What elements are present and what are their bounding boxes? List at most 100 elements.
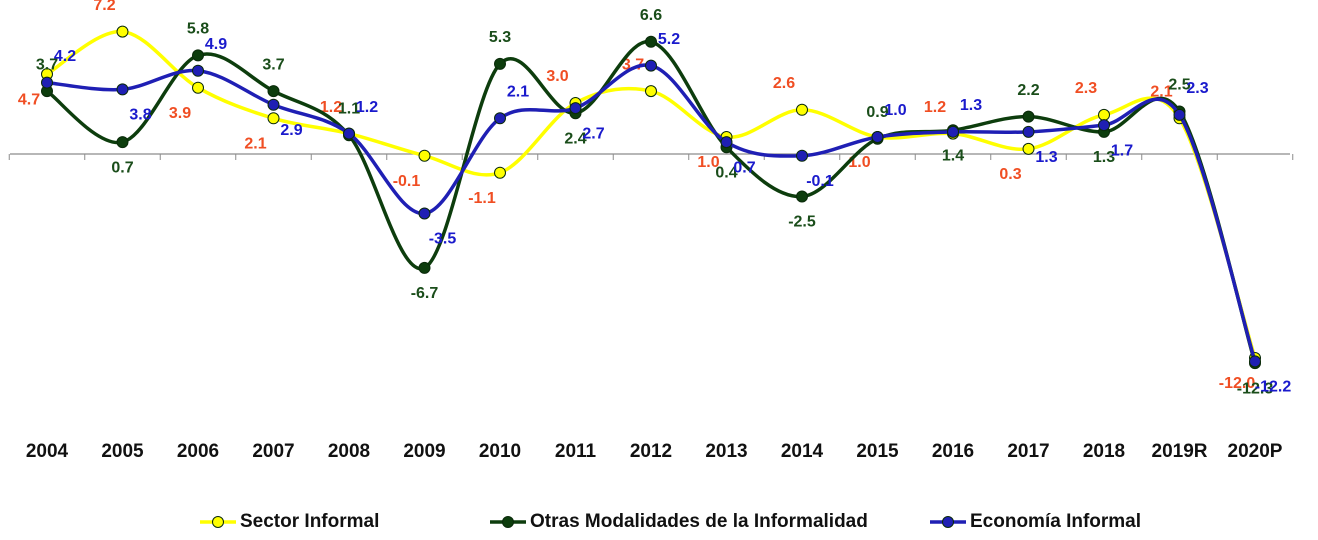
data-label: 3.0 <box>546 68 568 85</box>
data-label: 1.3 <box>960 97 982 114</box>
point-marker <box>1022 142 1035 155</box>
x-tick-label: 2020P <box>1228 441 1283 462</box>
data-label: -0.1 <box>806 173 834 190</box>
x-tick-label: 2006 <box>177 441 219 462</box>
data-label: 1.0 <box>697 154 719 171</box>
data-label: -0.1 <box>393 173 421 190</box>
point-marker <box>569 102 582 115</box>
data-label: 3.7 <box>36 56 58 73</box>
point-marker <box>192 64 204 77</box>
point-marker <box>418 207 431 220</box>
x-tick-label: 2014 <box>781 441 824 462</box>
data-label: 2.1 <box>507 84 529 101</box>
data-label: 3.7 <box>622 56 644 73</box>
x-tick-label: 2007 <box>252 441 294 462</box>
legend-marker <box>502 516 514 528</box>
x-tick-label: 2004 <box>26 441 69 462</box>
data-label: 1.2 <box>924 99 946 116</box>
data-label: 1.2 <box>320 99 342 116</box>
data-label: -6.7 <box>411 285 439 302</box>
data-label: 5.2 <box>658 31 680 48</box>
point-marker <box>494 57 506 70</box>
data-label: 4.9 <box>205 36 227 53</box>
point-marker <box>645 85 657 98</box>
legend-marker <box>942 516 954 528</box>
point-marker <box>720 136 733 149</box>
point-marker <box>1173 108 1186 121</box>
point-marker <box>1098 119 1110 132</box>
point-marker <box>871 131 884 143</box>
point-marker <box>116 136 129 149</box>
point-marker <box>796 190 808 203</box>
series-line <box>46 63 1257 362</box>
x-tick-label: 2018 <box>1083 441 1125 462</box>
data-label: 4.2 <box>54 48 76 65</box>
data-label: -12.0 <box>1219 375 1256 392</box>
data-label: 2.3 <box>1075 80 1097 97</box>
point-marker <box>645 35 657 48</box>
data-label: 3.8 <box>129 107 151 124</box>
x-tick-label: 2017 <box>1007 441 1049 462</box>
x-tick-label: 2015 <box>856 441 899 462</box>
x-tick-label: 2005 <box>101 441 144 462</box>
point-marker <box>418 261 431 274</box>
legend-label: Economía Informal <box>970 511 1141 532</box>
point-marker <box>343 127 355 140</box>
x-tick-label: 2008 <box>328 441 370 462</box>
point-marker <box>116 83 129 96</box>
legend-marker <box>212 516 224 528</box>
point-marker <box>41 76 53 89</box>
data-label: 0.4 <box>715 164 737 181</box>
point-marker <box>494 166 506 179</box>
data-label: 0.9 <box>866 104 888 121</box>
data-label: 1.1 <box>338 101 360 118</box>
x-tick-label: 2012 <box>630 441 672 462</box>
point-marker <box>192 49 204 62</box>
data-label: -3.5 <box>429 231 457 248</box>
x-tick-label: 2013 <box>705 441 747 462</box>
legend-label: Otras Modalidades de la Informalidad <box>530 511 868 532</box>
data-label: 1.2 <box>356 99 378 116</box>
data-label: 1.0 <box>884 102 906 119</box>
data-label: 0.7 <box>111 159 133 176</box>
data-label: -2.5 <box>788 214 816 231</box>
x-tick-label: 2009 <box>403 441 445 462</box>
data-label: 6.6 <box>640 7 662 24</box>
point-marker <box>1022 125 1035 138</box>
point-marker <box>1249 355 1261 368</box>
point-marker <box>267 98 280 111</box>
point-marker <box>1022 110 1035 123</box>
data-label: -12.2 <box>1255 379 1292 396</box>
data-label: 2.5 <box>1168 77 1190 94</box>
legend-label: Sector Informal <box>240 511 379 532</box>
point-marker <box>116 25 129 38</box>
data-label: 5.8 <box>187 21 209 38</box>
point-marker <box>796 103 808 116</box>
data-label: 2.7 <box>582 125 604 142</box>
x-tick-label: 2011 <box>555 441 597 462</box>
point-marker <box>796 149 808 162</box>
data-label: 1.4 <box>942 147 964 164</box>
series-line <box>45 40 1257 364</box>
data-label: 2.6 <box>773 75 795 92</box>
data-label: -12.3 <box>1237 380 1274 397</box>
data-label: 3.9 <box>169 105 191 122</box>
point-marker <box>418 149 431 162</box>
data-label: 5.3 <box>489 29 511 46</box>
data-label: 4.7 <box>18 91 40 108</box>
data-label: -1.1 <box>468 190 496 207</box>
data-label: 0.7 <box>733 159 755 176</box>
point-marker <box>192 81 204 94</box>
point-marker <box>267 112 280 125</box>
data-label: 2.4 <box>564 130 586 147</box>
point-marker <box>1098 108 1110 121</box>
data-label: 1.7 <box>1111 142 1133 159</box>
x-tick-label: 2010 <box>479 441 521 462</box>
data-label: 2.3 <box>1186 80 1208 97</box>
data-label: 2.9 <box>280 122 302 139</box>
data-label: 1.3 <box>1035 149 1057 166</box>
data-label: 1.3 <box>1093 149 1115 166</box>
x-tick-label: 2016 <box>932 441 974 462</box>
